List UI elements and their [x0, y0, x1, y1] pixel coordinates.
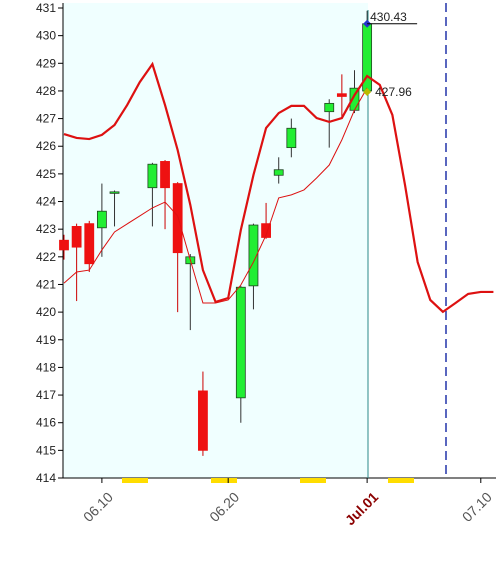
indicator-line	[63, 87, 368, 304]
y-tick-label: 427	[36, 112, 56, 126]
y-tick-label: 425	[36, 167, 56, 181]
y-tick-label: 423	[36, 222, 56, 236]
weekend-marker	[211, 478, 237, 483]
y-tick-label: 416	[36, 416, 56, 430]
indicator-line	[63, 61, 494, 314]
candle-body	[147, 163, 158, 189]
weekend-marker	[122, 478, 148, 483]
y-tick-label: 424	[36, 195, 56, 209]
y-tick-label: 431	[36, 1, 56, 15]
marker	[363, 88, 372, 97]
y-tick-label: 426	[36, 139, 56, 153]
candle-body	[84, 223, 95, 265]
candle-body	[248, 224, 259, 287]
history-background	[63, 3, 368, 478]
candle-body	[71, 226, 82, 248]
candle-body	[96, 210, 107, 229]
y-tick-label: 428	[36, 84, 56, 98]
y-tick-label: 417	[36, 388, 56, 402]
y-tick-label: 415	[36, 443, 56, 457]
candle-body	[261, 223, 271, 238]
y-tick-label: 419	[36, 333, 56, 347]
weekend-markers	[122, 478, 414, 483]
candle-body	[109, 191, 120, 194]
y-tick-label: 414	[36, 471, 56, 485]
y-tick-label: 418	[36, 360, 56, 374]
x-tick-label: Jul.01	[342, 489, 382, 529]
candle-body	[160, 161, 170, 189]
y-tick-label: 421	[36, 277, 56, 291]
x-tick-label: 06.20	[206, 489, 242, 525]
x-tick-label: 07.10	[459, 489, 495, 525]
candle-body	[324, 102, 335, 113]
marker-label: 430.43	[370, 10, 407, 24]
candle-body	[198, 390, 208, 451]
y-tick-label: 422	[36, 250, 56, 264]
candle-body	[235, 286, 246, 399]
y-tick-label: 430	[36, 29, 56, 43]
candle-body	[286, 127, 297, 149]
candle-body	[336, 93, 347, 97]
weekend-marker	[300, 478, 326, 483]
candle-body	[273, 169, 284, 176]
weekend-marker	[388, 478, 414, 483]
x-tick-label: 06.10	[80, 489, 116, 525]
candle-body	[172, 183, 183, 254]
candle-body	[59, 239, 69, 251]
y-tick-label: 420	[36, 305, 56, 319]
marker-label: 427.96	[375, 85, 412, 99]
y-tick-label: 429	[36, 56, 56, 70]
